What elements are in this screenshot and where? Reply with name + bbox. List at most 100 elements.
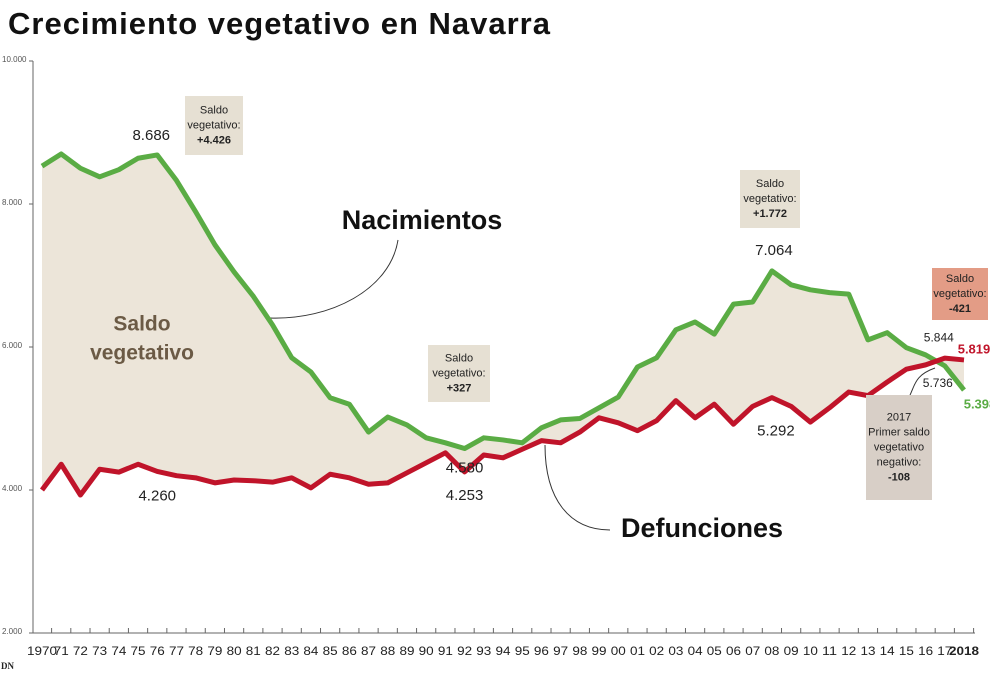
x-tick-label: 97	[553, 646, 568, 658]
x-tick-label: 82	[265, 646, 280, 658]
x-tick-label: 1970	[27, 646, 57, 658]
x-tick-label: 01	[630, 646, 645, 658]
x-tick-label: 08	[764, 646, 779, 658]
series-label: Nacimientos	[342, 205, 503, 235]
data-label: 4.580	[446, 459, 484, 476]
x-tick-label: 02	[649, 646, 664, 658]
annotation-box	[428, 345, 490, 402]
x-tick-label: 79	[207, 646, 222, 658]
area-label: Saldo	[113, 313, 170, 336]
x-tick-label: 89	[399, 646, 414, 658]
x-tick-label: 03	[668, 646, 683, 658]
annotation-text: +4.426	[197, 134, 231, 146]
x-tick-label: 15	[899, 646, 914, 658]
x-tick-label: 73	[92, 646, 107, 658]
x-tick-label: 78	[188, 646, 203, 658]
data-label: 5.292	[757, 423, 795, 440]
x-tick-label: 95	[515, 646, 530, 658]
y-tick-label: 4.000	[2, 484, 23, 493]
x-tick-label: 05	[707, 646, 722, 658]
x-tick-label: 10	[803, 646, 818, 658]
annotation-box	[866, 395, 932, 500]
data-label: 4.253	[446, 487, 484, 504]
x-tick-label: 84	[303, 646, 319, 658]
annotation-text: Saldo	[946, 273, 974, 285]
data-label: 8.686	[132, 127, 170, 144]
series-line	[40, 151, 966, 452]
annotation-text: +1.772	[753, 208, 787, 220]
logo-bg	[0, 661, 14, 674]
x-tick-label: 74	[111, 646, 127, 658]
annotation-box	[740, 170, 800, 228]
data-label: 5.844	[924, 330, 954, 344]
x-tick-label: 87	[361, 646, 376, 658]
data-label: 5.398	[964, 396, 990, 411]
annotation-text: vegetativo:	[933, 288, 986, 300]
annotation-text: -421	[949, 303, 971, 315]
x-tick-label: 77	[169, 646, 184, 658]
pointer	[909, 367, 936, 396]
x-tick-label: 72	[73, 646, 88, 658]
y-tick-label: 10.000	[2, 55, 27, 64]
pointer	[269, 239, 399, 319]
pointer	[544, 444, 611, 531]
x-tick-label: 96	[534, 646, 549, 658]
x-tick-label: 85	[323, 646, 338, 658]
annotation-text: 2017	[887, 411, 911, 423]
data-label: 4.260	[138, 487, 176, 504]
annotation-box	[185, 96, 243, 155]
x-tick-label: 13	[860, 646, 875, 658]
annotation-text: vegetativo:	[432, 367, 485, 379]
x-tick-label: 83	[284, 646, 299, 658]
x-tick-label: 86	[342, 646, 357, 658]
x-tick-label: 88	[380, 646, 395, 658]
x-tick-label: 07	[745, 646, 760, 658]
data-label: 5.736	[923, 376, 953, 390]
annotation-text: Primer saldo	[868, 426, 930, 438]
x-tick-label: 00	[611, 646, 626, 658]
data-label: 7.064	[755, 242, 793, 259]
x-tick-label: 81	[246, 646, 261, 658]
y-tick-label: 8.000	[2, 198, 23, 207]
x-tick-label: 14	[880, 646, 896, 658]
x-tick-label: 92	[457, 646, 472, 658]
y-tick-label: 2.000	[2, 627, 23, 636]
x-tick-label: 98	[572, 646, 587, 658]
source-logo: DN	[1, 661, 14, 671]
annotation-text: vegetativo:	[743, 193, 796, 205]
x-tick-label: 80	[227, 646, 242, 658]
x-tick-label: 93	[476, 646, 491, 658]
series-line	[39, 355, 965, 498]
x-tick-label: 11	[822, 646, 837, 658]
saldo-area	[42, 153, 964, 496]
x-tick-label: 09	[784, 646, 799, 658]
x-tick-label: 17	[937, 646, 952, 658]
x-tick-label: 76	[150, 646, 165, 658]
x-tick-label: 99	[592, 646, 607, 658]
x-tick-label: 91	[438, 646, 453, 658]
x-tick-label: 94	[496, 646, 512, 658]
annotation-text: +327	[447, 382, 472, 394]
x-tick-label: 16	[918, 646, 933, 658]
series-label: Defunciones	[621, 513, 783, 543]
x-tick-label: 04	[688, 646, 704, 658]
annotation-text: -108	[888, 471, 910, 483]
annotation-text: Saldo	[756, 178, 784, 190]
annotation-box	[932, 268, 988, 320]
x-tick-label: 12	[841, 646, 856, 658]
x-tick-label: 90	[419, 646, 434, 658]
x-tick-label: 71	[54, 646, 69, 658]
y-tick-label: 6.000	[2, 341, 23, 350]
x-tick-label: 75	[131, 646, 146, 658]
annotation-text: negativo:	[877, 456, 922, 468]
chart-title: Crecimiento vegetativo en Navarra	[8, 6, 551, 41]
annotation-text: vegetativo	[874, 441, 924, 453]
annotation-text: vegetativo:	[187, 119, 240, 131]
area-layer	[42, 153, 964, 496]
area-label: vegetativo	[90, 342, 194, 365]
annotation-text: Saldo	[200, 104, 228, 116]
x-tick-label: 06	[726, 646, 741, 658]
x-tick-label: 2018	[949, 646, 980, 658]
data-label: 5.819	[958, 341, 990, 356]
